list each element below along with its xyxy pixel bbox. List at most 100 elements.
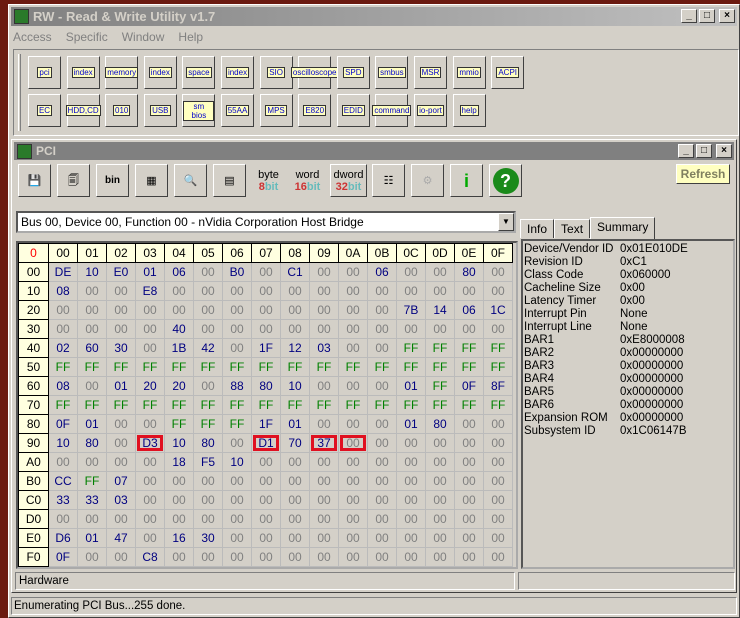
hex-cell[interactable]: FF [48,395,78,415]
hex-cell[interactable]: 01 [280,414,310,434]
hex-cell[interactable]: 06 [367,262,397,282]
hex-cell[interactable]: FF [251,395,281,415]
hex-cell[interactable]: E8 [135,281,165,301]
hex-cell[interactable]: 00 [338,547,368,567]
hex-cell[interactable]: 30 [106,338,136,358]
hex-cell[interactable]: 00 [77,281,107,301]
hex-cell[interactable]: 01 [396,414,426,434]
toolbar-index-button[interactable]: index [66,56,100,89]
hex-cell[interactable]: 00 [280,281,310,301]
save-all-button[interactable]: 🗐 [57,164,90,197]
toolbar-hdd-cd-button[interactable]: HDD,CD [65,94,101,127]
toolbar-55aa-button[interactable]: 55AA [221,94,254,127]
hex-cell[interactable]: 80 [193,433,223,453]
hex-cell[interactable]: 00 [425,509,455,529]
hex-cell[interactable]: 00 [251,471,281,491]
hex-cell[interactable]: FF [309,395,339,415]
hex-cell[interactable]: 88 [222,376,252,396]
menu-help[interactable]: Help [178,30,204,44]
tab-info[interactable]: Info [520,219,555,238]
hex-cell[interactable]: FF [483,395,513,415]
hex-cell[interactable]: CC [48,471,78,491]
toolbar-mps-button[interactable]: MPS [259,94,293,127]
compare-button[interactable]: ▤ [213,164,246,197]
hex-cell[interactable]: 00 [454,547,484,567]
pci-close-button[interactable]: × [716,144,732,158]
hex-cell[interactable]: FF [483,357,513,377]
hex-cell[interactable]: 00 [338,433,368,453]
hex-cell[interactable]: 00 [164,490,194,510]
hex-cell[interactable]: FF [193,395,223,415]
hex-cell[interactable]: 00 [309,452,339,472]
hex-cell[interactable]: 00 [251,528,281,548]
hex-cell[interactable]: 08 [48,281,78,301]
hex-cell[interactable]: 70 [280,433,310,453]
hex-cell[interactable]: F5 [193,452,223,472]
hex-cell[interactable]: FF [164,395,194,415]
hex-cell[interactable]: FF [367,357,397,377]
hex-cell[interactable]: 00 [106,414,136,434]
pci-maximize-button[interactable]: □ [696,144,712,158]
hex-cell[interactable]: D1 [251,433,281,453]
hex-cell[interactable]: 00 [483,319,513,339]
hex-cell[interactable]: FF [280,357,310,377]
hex-cell[interactable]: 00 [367,376,397,396]
hex-cell[interactable]: 00 [77,547,107,567]
hex-cell[interactable]: 00 [338,319,368,339]
hex-cell[interactable]: 37 [309,433,339,453]
hex-cell[interactable]: 10 [48,433,78,453]
hex-cell[interactable]: 00 [425,262,455,282]
menu-window[interactable]: Window [121,30,165,44]
hex-cell[interactable]: FF [251,357,281,377]
hex-cell[interactable]: FF [338,357,368,377]
byte-button[interactable]: byte 8bit [252,164,285,197]
hex-cell[interactable]: FF [367,395,397,415]
hex-cell[interactable]: 00 [193,319,223,339]
hex-cell[interactable]: FF [338,395,368,415]
hex-cell[interactable]: 00 [396,319,426,339]
hex-cell[interactable]: 00 [280,319,310,339]
hex-cell[interactable]: 12 [280,338,310,358]
hex-cell[interactable]: C1 [280,262,310,282]
hex-cell[interactable]: FF [193,414,223,434]
hex-cell[interactable]: 00 [280,509,310,529]
hex-cell[interactable]: 00 [193,547,223,567]
hex-cell[interactable]: 00 [425,319,455,339]
hex-cell[interactable]: 42 [193,338,223,358]
hex-cell[interactable]: FF [425,376,455,396]
hex-cell[interactable]: FF [280,395,310,415]
hex-cell[interactable]: 00 [367,509,397,529]
hex-cell[interactable]: 00 [367,471,397,491]
toolbar-edid-button[interactable]: EDID [336,94,370,127]
toolbar-space-button[interactable]: space [182,56,216,89]
device-select[interactable]: Bus 00, Device 00, Function 00 - nVidia … [16,211,516,233]
maximize-button[interactable]: □ [699,9,715,23]
hex-cell[interactable]: 1F [251,414,281,434]
hex-cell[interactable]: 00 [396,547,426,567]
hex-cell[interactable]: 00 [483,452,513,472]
hex-cell[interactable]: 00 [454,319,484,339]
hex-cell[interactable]: 1B [164,338,194,358]
hex-cell[interactable]: B0 [222,262,252,282]
toolbar-memory-button[interactable]: memory [105,56,139,89]
hex-cell[interactable]: FF [425,395,455,415]
hex-cell[interactable]: 7B [396,300,426,320]
hex-cell[interactable]: 00 [483,509,513,529]
hex-cell[interactable]: 47 [106,528,136,548]
hex-cell[interactable]: 00 [367,281,397,301]
hex-cell[interactable]: 00 [164,300,194,320]
hex-cell[interactable]: 00 [483,471,513,491]
hex-cell[interactable]: FF [425,357,455,377]
hex-cell[interactable]: 00 [106,281,136,301]
hex-cell[interactable]: 00 [48,509,78,529]
hex-cell[interactable]: 00 [454,509,484,529]
hex-cell[interactable]: 00 [193,376,223,396]
toolbar-io-port-button[interactable]: io-port [414,94,447,127]
hex-cell[interactable]: 00 [367,452,397,472]
tab-summary[interactable]: Summary [590,217,656,239]
hex-cell[interactable]: 00 [425,281,455,301]
hex-cell[interactable]: 00 [367,414,397,434]
hex-cell[interactable]: 00 [193,281,223,301]
hex-cell[interactable]: 00 [367,300,397,320]
hex-cell[interactable]: 00 [135,300,165,320]
